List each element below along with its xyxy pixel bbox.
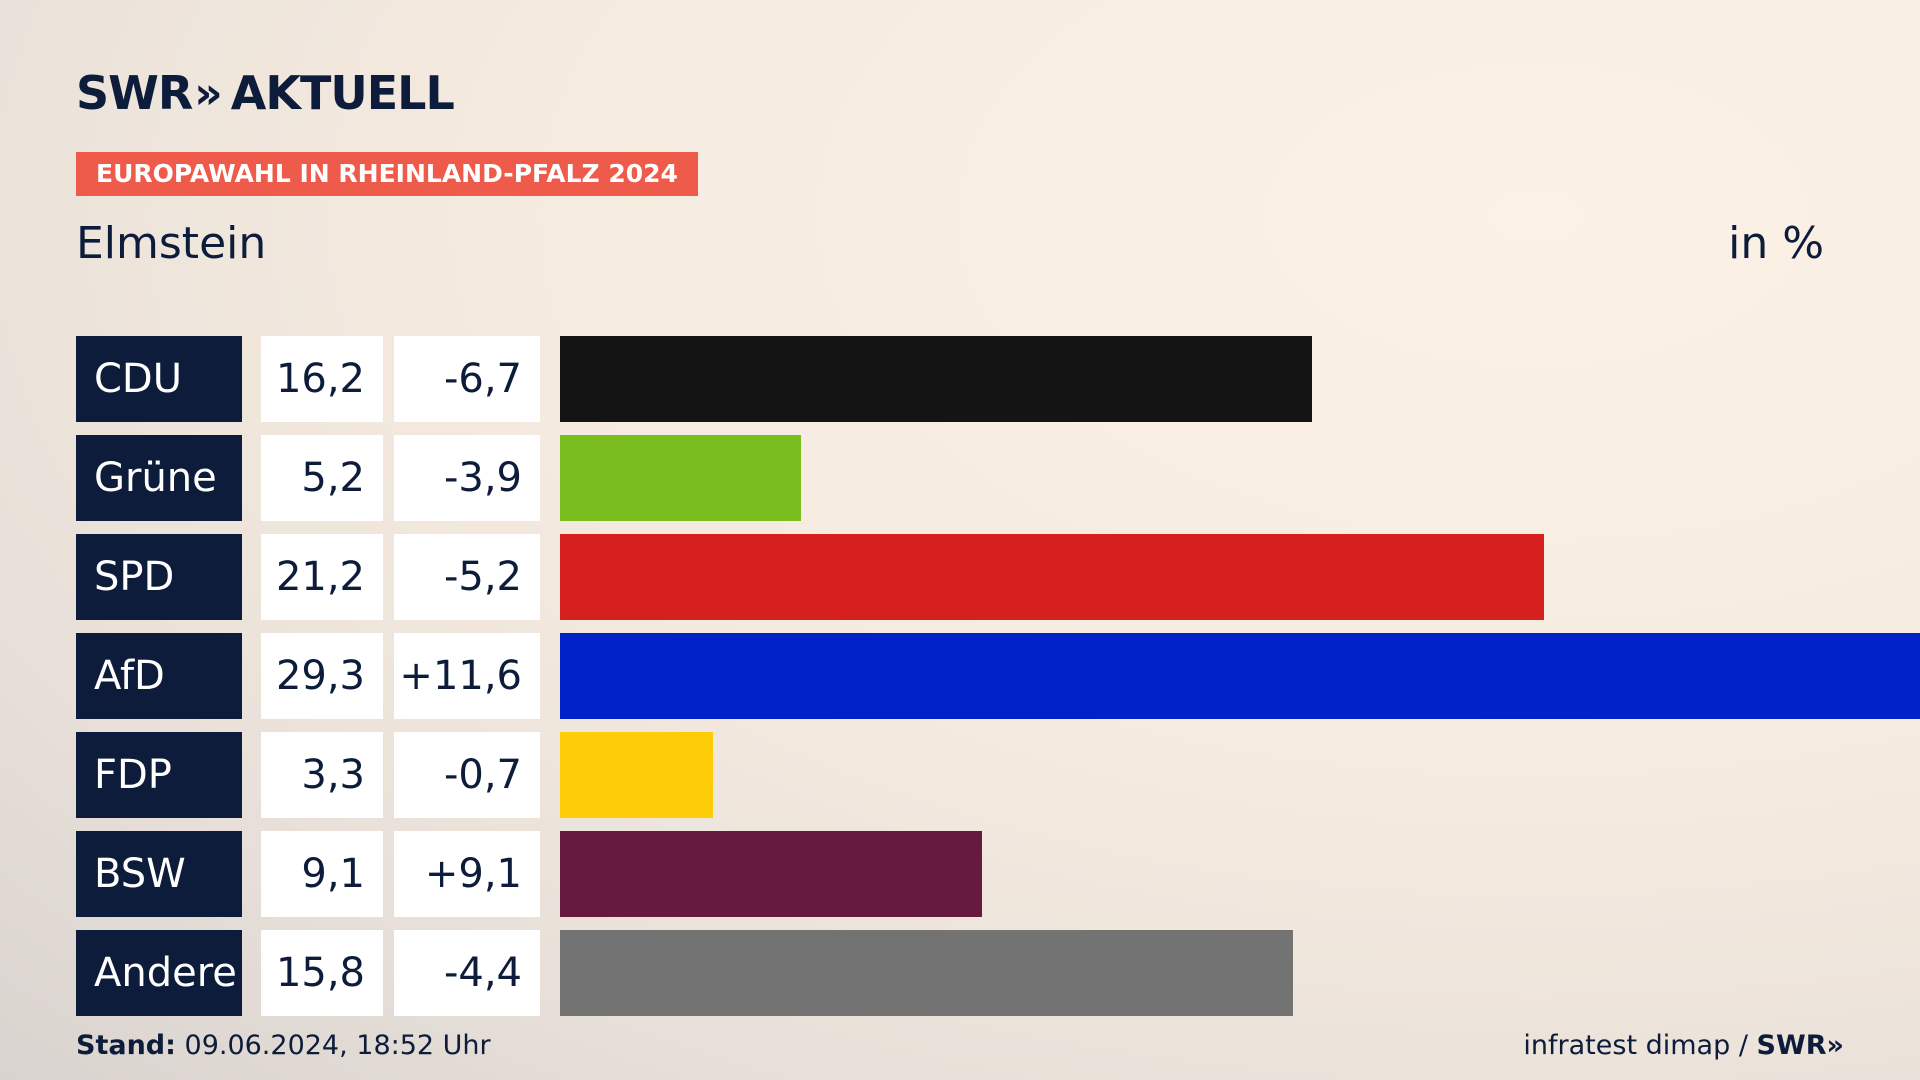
party-label: Andere [76,930,242,1016]
party-label: FDP [76,732,242,818]
result-bar [560,336,1312,422]
vote-share-value: 29,3 [261,633,383,719]
vote-share-value: 3,3 [261,732,383,818]
vote-share-value: 15,8 [261,930,383,1016]
vote-change-value: -4,4 [394,930,540,1016]
vote-change-value: +9,1 [394,831,540,917]
logo-aktuell-text: AKTUELL [230,66,455,120]
party-label: Grüne [76,435,242,521]
vote-change-value: -0,7 [394,732,540,818]
source-text: infratest dimap / [1523,1030,1748,1061]
result-bar [560,732,713,818]
chevron-double-icon: » [194,67,223,119]
party-label: AfD [76,633,242,719]
result-bar [560,534,1544,620]
vote-change-value: -6,7 [394,336,540,422]
swr-aktuell-logo: SWR » AKTUELL [76,66,455,120]
vote-share-value: 5,2 [261,435,383,521]
source-credit: infratest dimap / SWR» [1523,1030,1844,1061]
election-badge: EUROPAWAHL IN RHEINLAND-PFALZ 2024 [76,152,698,196]
result-bar [560,435,801,521]
result-bar [560,930,1293,1016]
timestamp: Stand: 09.06.2024, 18:52 Uhr [76,1030,491,1061]
party-label: CDU [76,336,242,422]
party-label: SPD [76,534,242,620]
stand-label: Stand: [76,1030,176,1061]
result-bar [560,831,982,917]
party-label: BSW [76,831,242,917]
source-brand: SWR» [1756,1030,1844,1061]
vote-share-value: 9,1 [261,831,383,917]
vote-change-value: -3,9 [394,435,540,521]
vote-share-value: 16,2 [261,336,383,422]
vote-change-value: -5,2 [394,534,540,620]
municipality-title: Elmstein [76,218,267,269]
vote-change-value: +11,6 [394,633,540,719]
logo-swr-text: SWR [76,66,193,120]
vote-share-value: 21,2 [261,534,383,620]
unit-label: in % [1728,218,1824,269]
stand-value: 09.06.2024, 18:52 Uhr [184,1030,491,1061]
result-bar [560,633,1920,719]
